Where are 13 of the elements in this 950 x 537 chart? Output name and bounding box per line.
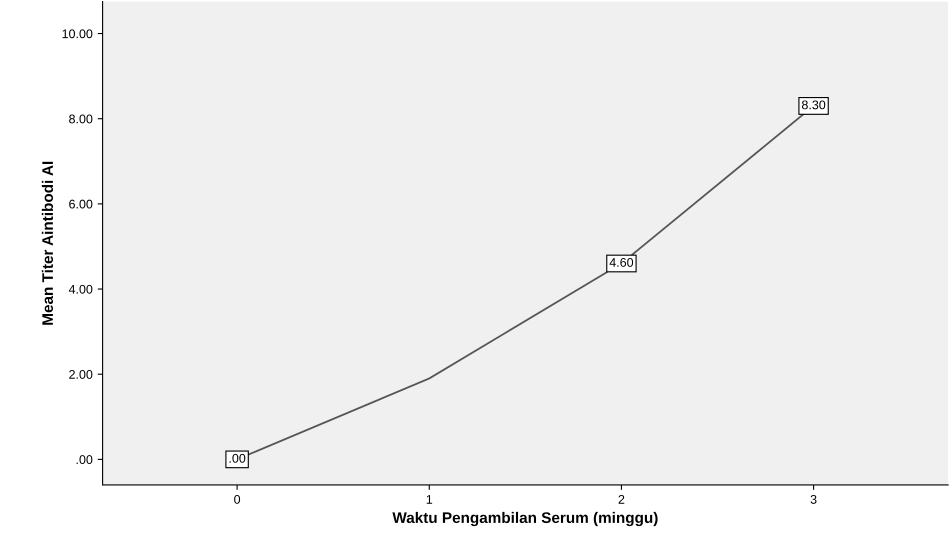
- y-tick-label: 2.00: [69, 370, 92, 379]
- x-tick-label: 0: [234, 494, 240, 504]
- y-tick-label: 8.00: [69, 114, 92, 124]
- x-tick-label: 3: [810, 494, 817, 504]
- y-tick-label: 6.00: [69, 200, 92, 209]
- x-tick-label: 2: [618, 494, 624, 504]
- x-tick-label: 1: [426, 495, 432, 504]
- x-axis-title: Waktu Pengambilan Serum (minggu): [392, 512, 658, 526]
- y-tick-label: .00: [76, 455, 92, 464]
- y-tick-label: 10.00: [62, 29, 92, 38]
- y-axis-title: Mean Titer Aintibodi AI: [42, 162, 54, 325]
- y-tick-label: 4.00: [68, 284, 92, 294]
- data-label: .00: [230, 454, 246, 463]
